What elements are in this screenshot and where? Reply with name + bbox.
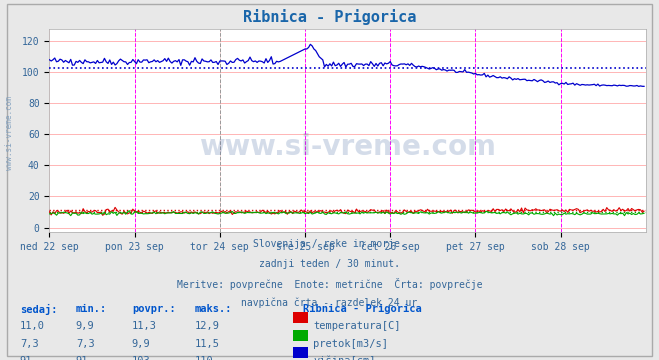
Text: 91: 91	[76, 356, 88, 360]
Text: Ribnica - Prigorica: Ribnica - Prigorica	[243, 9, 416, 25]
Text: zadnji teden / 30 minut.: zadnji teden / 30 minut.	[259, 259, 400, 269]
Text: Slovenija / reke in morje.: Slovenija / reke in morje.	[253, 239, 406, 249]
Text: 12,9: 12,9	[194, 321, 219, 332]
Text: sedaj:: sedaj:	[20, 304, 57, 315]
Text: min.:: min.:	[76, 304, 107, 314]
Text: 103: 103	[132, 356, 150, 360]
Text: Ribnica - Prigorica: Ribnica - Prigorica	[303, 304, 422, 314]
Text: Meritve: povprečne  Enote: metrične  Črta: povprečje: Meritve: povprečne Enote: metrične Črta:…	[177, 278, 482, 290]
Text: maks.:: maks.:	[194, 304, 232, 314]
Text: 7,3: 7,3	[20, 339, 38, 349]
Text: temperatura[C]: temperatura[C]	[313, 321, 401, 332]
Text: www.si-vreme.com: www.si-vreme.com	[199, 133, 496, 161]
Text: 11,5: 11,5	[194, 339, 219, 349]
Text: 110: 110	[194, 356, 213, 360]
Text: višina[cm]: višina[cm]	[313, 356, 376, 360]
Text: navpična črta - razdelek 24 ur: navpična črta - razdelek 24 ur	[241, 298, 418, 308]
Text: 11,0: 11,0	[20, 321, 45, 332]
Text: 11,3: 11,3	[132, 321, 157, 332]
Text: 7,3: 7,3	[76, 339, 94, 349]
Text: 91: 91	[20, 356, 32, 360]
Text: povpr.:: povpr.:	[132, 304, 175, 314]
Text: www.si-vreme.com: www.si-vreme.com	[5, 96, 14, 170]
Text: 9,9: 9,9	[76, 321, 94, 332]
Text: 9,9: 9,9	[132, 339, 150, 349]
Text: pretok[m3/s]: pretok[m3/s]	[313, 339, 388, 349]
